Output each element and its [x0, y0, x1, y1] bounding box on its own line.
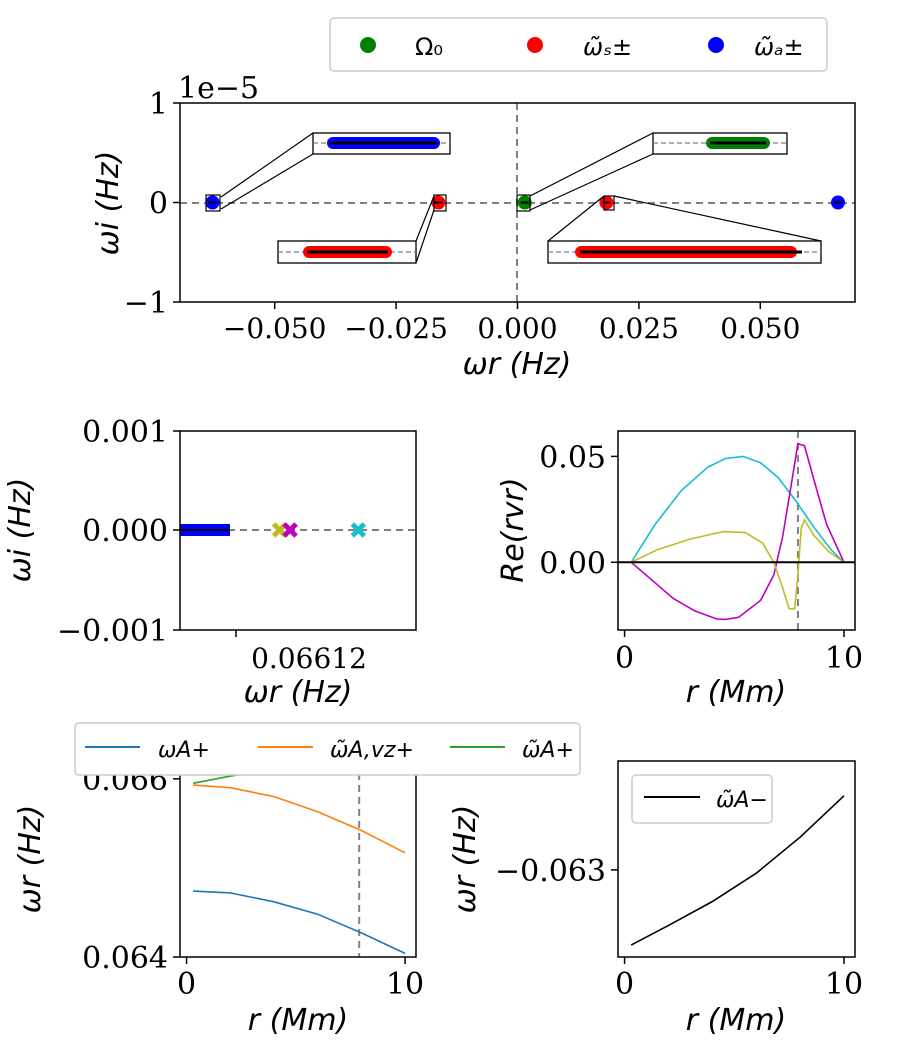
panel-spectrum: 1e−5: [91, 71, 856, 382]
x-axis-label: ωr (Hz): [244, 675, 353, 710]
y-tick-label: 0: [149, 187, 168, 222]
connector: [529, 153, 654, 211]
x-axis-label: r (Mm): [248, 1003, 348, 1038]
x-tick-label: 0.050: [720, 312, 800, 345]
y-tick-label: 0.064: [82, 941, 168, 976]
panel-eigenfunction: 0 10 0.05 0.00 r (Mm) Re(rvr): [496, 430, 863, 710]
connector: [613, 195, 822, 242]
top-legend: Ω₀ ω̃ₛ± ω̃ₐ±: [329, 17, 828, 72]
legend-marker-omega-a: [708, 37, 724, 53]
inset-left-bottom: [277, 194, 447, 264]
x-marker-mode_m: [282, 522, 298, 538]
legend-marker-omega0: [360, 37, 376, 53]
legend-label-omega0: Ω₀: [415, 33, 443, 61]
series-line-ω̃A−: [630, 795, 845, 946]
legend-label-omega-s: ω̃ₛ±: [583, 33, 632, 61]
x-tick-label: 10: [386, 967, 424, 1002]
plot-frame: [617, 760, 856, 958]
legend-label: ω̃A+: [522, 738, 574, 763]
zoom-box: [603, 195, 615, 211]
y-axis-label: ωi (Hz): [3, 478, 38, 583]
x-tick-label: 0.06612: [251, 642, 367, 675]
connector: [415, 209, 435, 264]
connector: [220, 132, 314, 198]
y-tick-label: −1: [124, 286, 168, 321]
x-tick-label: 0.025: [599, 312, 679, 345]
y-axis-label: ωi (Hz): [91, 151, 126, 256]
x-tick-label: 10: [825, 641, 863, 676]
zoom-box: [433, 194, 447, 212]
legend-label-omega-a: ω̃ₐ±: [754, 33, 804, 61]
x-tick-label: −0.050: [223, 312, 327, 345]
connector: [220, 153, 314, 210]
x-tick-label: −0.025: [344, 312, 448, 345]
connector: [529, 132, 654, 197]
x-axis-label: r (Mm): [686, 675, 786, 710]
y-tick-label: 0.00: [539, 546, 606, 581]
series-line-cyan: [630, 455, 845, 563]
x-axis-label: r (Mm): [686, 1003, 786, 1038]
y-tick-label: 1: [149, 87, 168, 122]
series-line-magenta: [630, 442, 845, 621]
panel-zoom: 0.06612 0.001 0.000 −0.001 ωr (Hz) ωi (H…: [3, 415, 417, 710]
legend-label: ω̃A−: [716, 788, 768, 813]
y-axis-label: Re(rvr): [496, 477, 531, 582]
inset-right-top: [516, 132, 788, 212]
panel-dispersion-minus: 0 10 −0.063 r (Mm) ωr (Hz) ω̃A−: [448, 760, 863, 1038]
x-tick-label: 0: [615, 641, 634, 676]
y-axis-label: ωr (Hz): [13, 805, 48, 914]
legend-label: ω̃A,vz+: [330, 738, 414, 763]
series-line-ωA+: [193, 890, 406, 955]
offset-text: 1e−5: [178, 71, 259, 106]
legend-label: ωA+: [158, 738, 210, 763]
connector: [547, 195, 605, 242]
x-axis-label: ωr (Hz): [463, 347, 572, 382]
inset-right-bottom: [547, 195, 822, 264]
x-tick-label: 10: [825, 967, 863, 1002]
x-tick-label: 0: [177, 967, 196, 1002]
inset-left-top: [205, 132, 451, 212]
y-tick-label: 0.05: [539, 440, 606, 475]
series-line-ω̃A,vz+: [193, 784, 406, 854]
y-tick-label: 0.000: [82, 514, 168, 549]
plot-frame: [617, 430, 856, 631]
plot-frame: [179, 760, 417, 958]
legend-frame: [631, 774, 773, 824]
y-tick-label: 0.001: [82, 415, 168, 450]
connector: [415, 195, 435, 242]
zoom-box: [205, 194, 221, 212]
y-tick-label: −0.001: [57, 614, 168, 649]
x-tick-label: 0: [615, 967, 634, 1002]
x-marker-mode_c: [350, 522, 367, 538]
series-line-yellow: [630, 518, 845, 610]
legend-frame: [74, 722, 581, 776]
y-axis-label: ωr (Hz): [448, 805, 483, 914]
x-tick-label: 0.000: [477, 312, 557, 345]
legend-marker-omega-s: [527, 37, 543, 53]
top-legend-frame: [329, 17, 828, 72]
zoom-box: [516, 194, 531, 212]
y-tick-label: −0.063: [495, 854, 606, 889]
